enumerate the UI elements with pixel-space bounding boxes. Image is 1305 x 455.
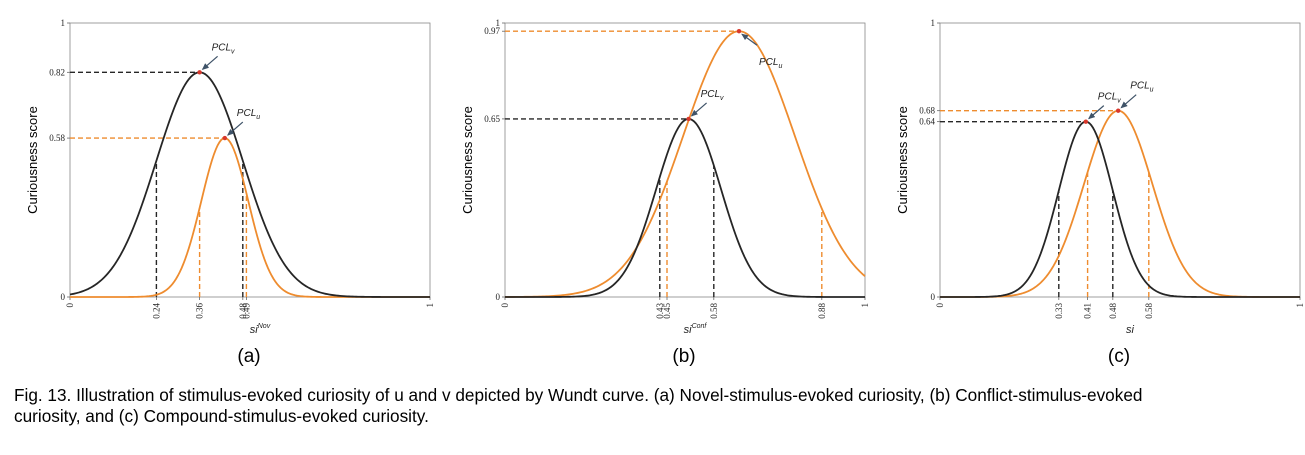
figure-caption: Fig. 13. Illustration of stimulus-evoked…	[14, 385, 1294, 427]
curve-u	[70, 137, 430, 298]
peak-label-sub: u	[256, 114, 260, 121]
peak-label-base: PCL	[759, 57, 778, 68]
x-tick-label: 1	[1295, 303, 1305, 308]
x-axis-label: siConf	[684, 323, 708, 336]
caption-line-1: Fig. 13. Illustration of stimulus-evoked…	[14, 385, 1143, 405]
y-axis-label: Curiousness score	[895, 106, 910, 214]
y-tick-label: 0.68	[919, 106, 935, 116]
x-tick-label: 0.49	[241, 303, 251, 319]
x-tick-label: 0.36	[195, 303, 205, 319]
peak-arrow-v	[1088, 105, 1105, 120]
plot-frame	[939, 22, 1301, 298]
peak-label-sub: u	[778, 63, 782, 70]
x-tick-label: 0	[935, 303, 945, 308]
y-tick-label: 0	[931, 292, 936, 302]
peak-point-v	[686, 116, 691, 122]
x-tick-label: 0.43	[655, 303, 665, 319]
peak-label-base: PCL	[701, 89, 720, 100]
panel-letter: (c)	[1108, 346, 1130, 367]
peak-point-u	[222, 135, 227, 141]
panel-letter: (b)	[672, 346, 695, 367]
peak-label-base: PCL	[212, 42, 231, 53]
peak-point-u	[736, 29, 742, 34]
y-tick-label: 0.82	[49, 67, 65, 77]
x-tick-label: 0.24	[151, 303, 161, 319]
x-tick-label: 0.58	[709, 303, 719, 319]
chart-panel-b: 0 0.65 0.97 1 0 0.43 0.45 0.58 0.88 1 Curiousness …	[435, 0, 870, 375]
y-tick-label: 0.64	[919, 117, 935, 127]
x-axis-label-base: si	[684, 324, 693, 336]
peak-arrow-v	[201, 55, 218, 70]
peak-label-sub: v	[231, 48, 235, 55]
plot-frame	[69, 22, 431, 298]
x-axis-label: si	[1126, 324, 1135, 336]
peak-point-v	[197, 70, 202, 75]
peak-arrow-u	[741, 33, 758, 46]
x-axis-label-sup: Nov	[258, 323, 271, 330]
curve-v	[940, 120, 1300, 298]
panel-letter: (a)	[237, 346, 260, 367]
peak-label-sub: u	[1150, 87, 1154, 94]
peak-label-sub: v	[1117, 98, 1121, 105]
y-tick-label: 0.65	[484, 114, 500, 124]
y-tick-label: 0.58	[49, 133, 65, 143]
peak-label-u: PCLu	[1130, 81, 1153, 94]
peak-arrow-v	[690, 102, 707, 117]
y-tick-label: 1	[496, 18, 501, 28]
peak-label-v: PCLv	[1098, 92, 1121, 105]
peak-label-sub: v	[720, 95, 724, 102]
x-tick-label: 0.45	[662, 303, 672, 319]
x-tick-label: 0.58	[1144, 303, 1154, 319]
chart-panel-a: 0 0.58 0.82 1 0 0.24 0.36 0.48 0.49 1 Curiousness …	[0, 0, 435, 375]
curve-u	[504, 30, 866, 298]
peak-label-u: PCLu	[759, 57, 782, 70]
peak-arrow-u	[227, 121, 244, 136]
x-axis-label: siNov	[250, 323, 271, 336]
peak-label-v: PCLv	[701, 89, 724, 102]
peak-label-v: PCLv	[212, 42, 235, 55]
chart-c-svg: 0 0.640.68 1 0 0.33 0.41 0.48 0.58 1 Curiousness …	[895, 18, 1305, 367]
x-tick-label: 1	[425, 303, 435, 308]
peak-label-base: PCL	[1130, 81, 1149, 92]
y-tick-label: 1	[931, 18, 936, 28]
x-tick-label: 0	[65, 303, 75, 308]
x-axis-label-sup: Conf	[692, 323, 708, 330]
x-tick-label: 0	[500, 303, 510, 308]
x-tick-label: 0.33	[1054, 303, 1064, 319]
x-tick-label: 0.88	[817, 303, 827, 319]
chart-panel-c: 0 0.64 0.68 1 0 0.33 0.41 0.48 0.58 1 Curiousness …	[870, 0, 1305, 375]
x-tick-label: 0.48	[238, 303, 248, 319]
peak-point-u	[1116, 108, 1121, 113]
curve-u	[940, 109, 1300, 298]
peak-arrow-u	[1120, 94, 1137, 109]
curve-v	[505, 117, 865, 298]
peak-label-base: PCL	[237, 108, 256, 119]
x-tick-label: 0.41	[1083, 303, 1093, 319]
y-tick-label: 0	[61, 292, 66, 302]
peak-point-v	[1083, 119, 1088, 124]
peak-label-u: PCLu	[237, 108, 260, 121]
y-tick-label: 1	[61, 18, 66, 28]
chart-a-svg: 0 0.58 0.82 1 0 0.24 0.36 0.480.49 1 Curiousness …	[25, 18, 435, 367]
plot-frame	[504, 22, 866, 298]
y-tick-label: 0	[496, 292, 501, 302]
x-tick-label: 1	[860, 303, 870, 308]
x-axis-label-base: si	[1126, 324, 1135, 336]
y-axis-label: Curiousness score	[25, 106, 40, 214]
caption-line-2: curiosity, and (c) Compound-stimulus-evo…	[14, 406, 429, 426]
y-tick-label: 0.97	[484, 26, 500, 36]
y-axis-label: Curiousness score	[460, 106, 475, 214]
x-axis-label-base: si	[250, 324, 259, 336]
curve-v	[69, 71, 430, 298]
x-tick-label: 0.48	[1108, 303, 1118, 319]
peak-label-base: PCL	[1098, 92, 1117, 103]
